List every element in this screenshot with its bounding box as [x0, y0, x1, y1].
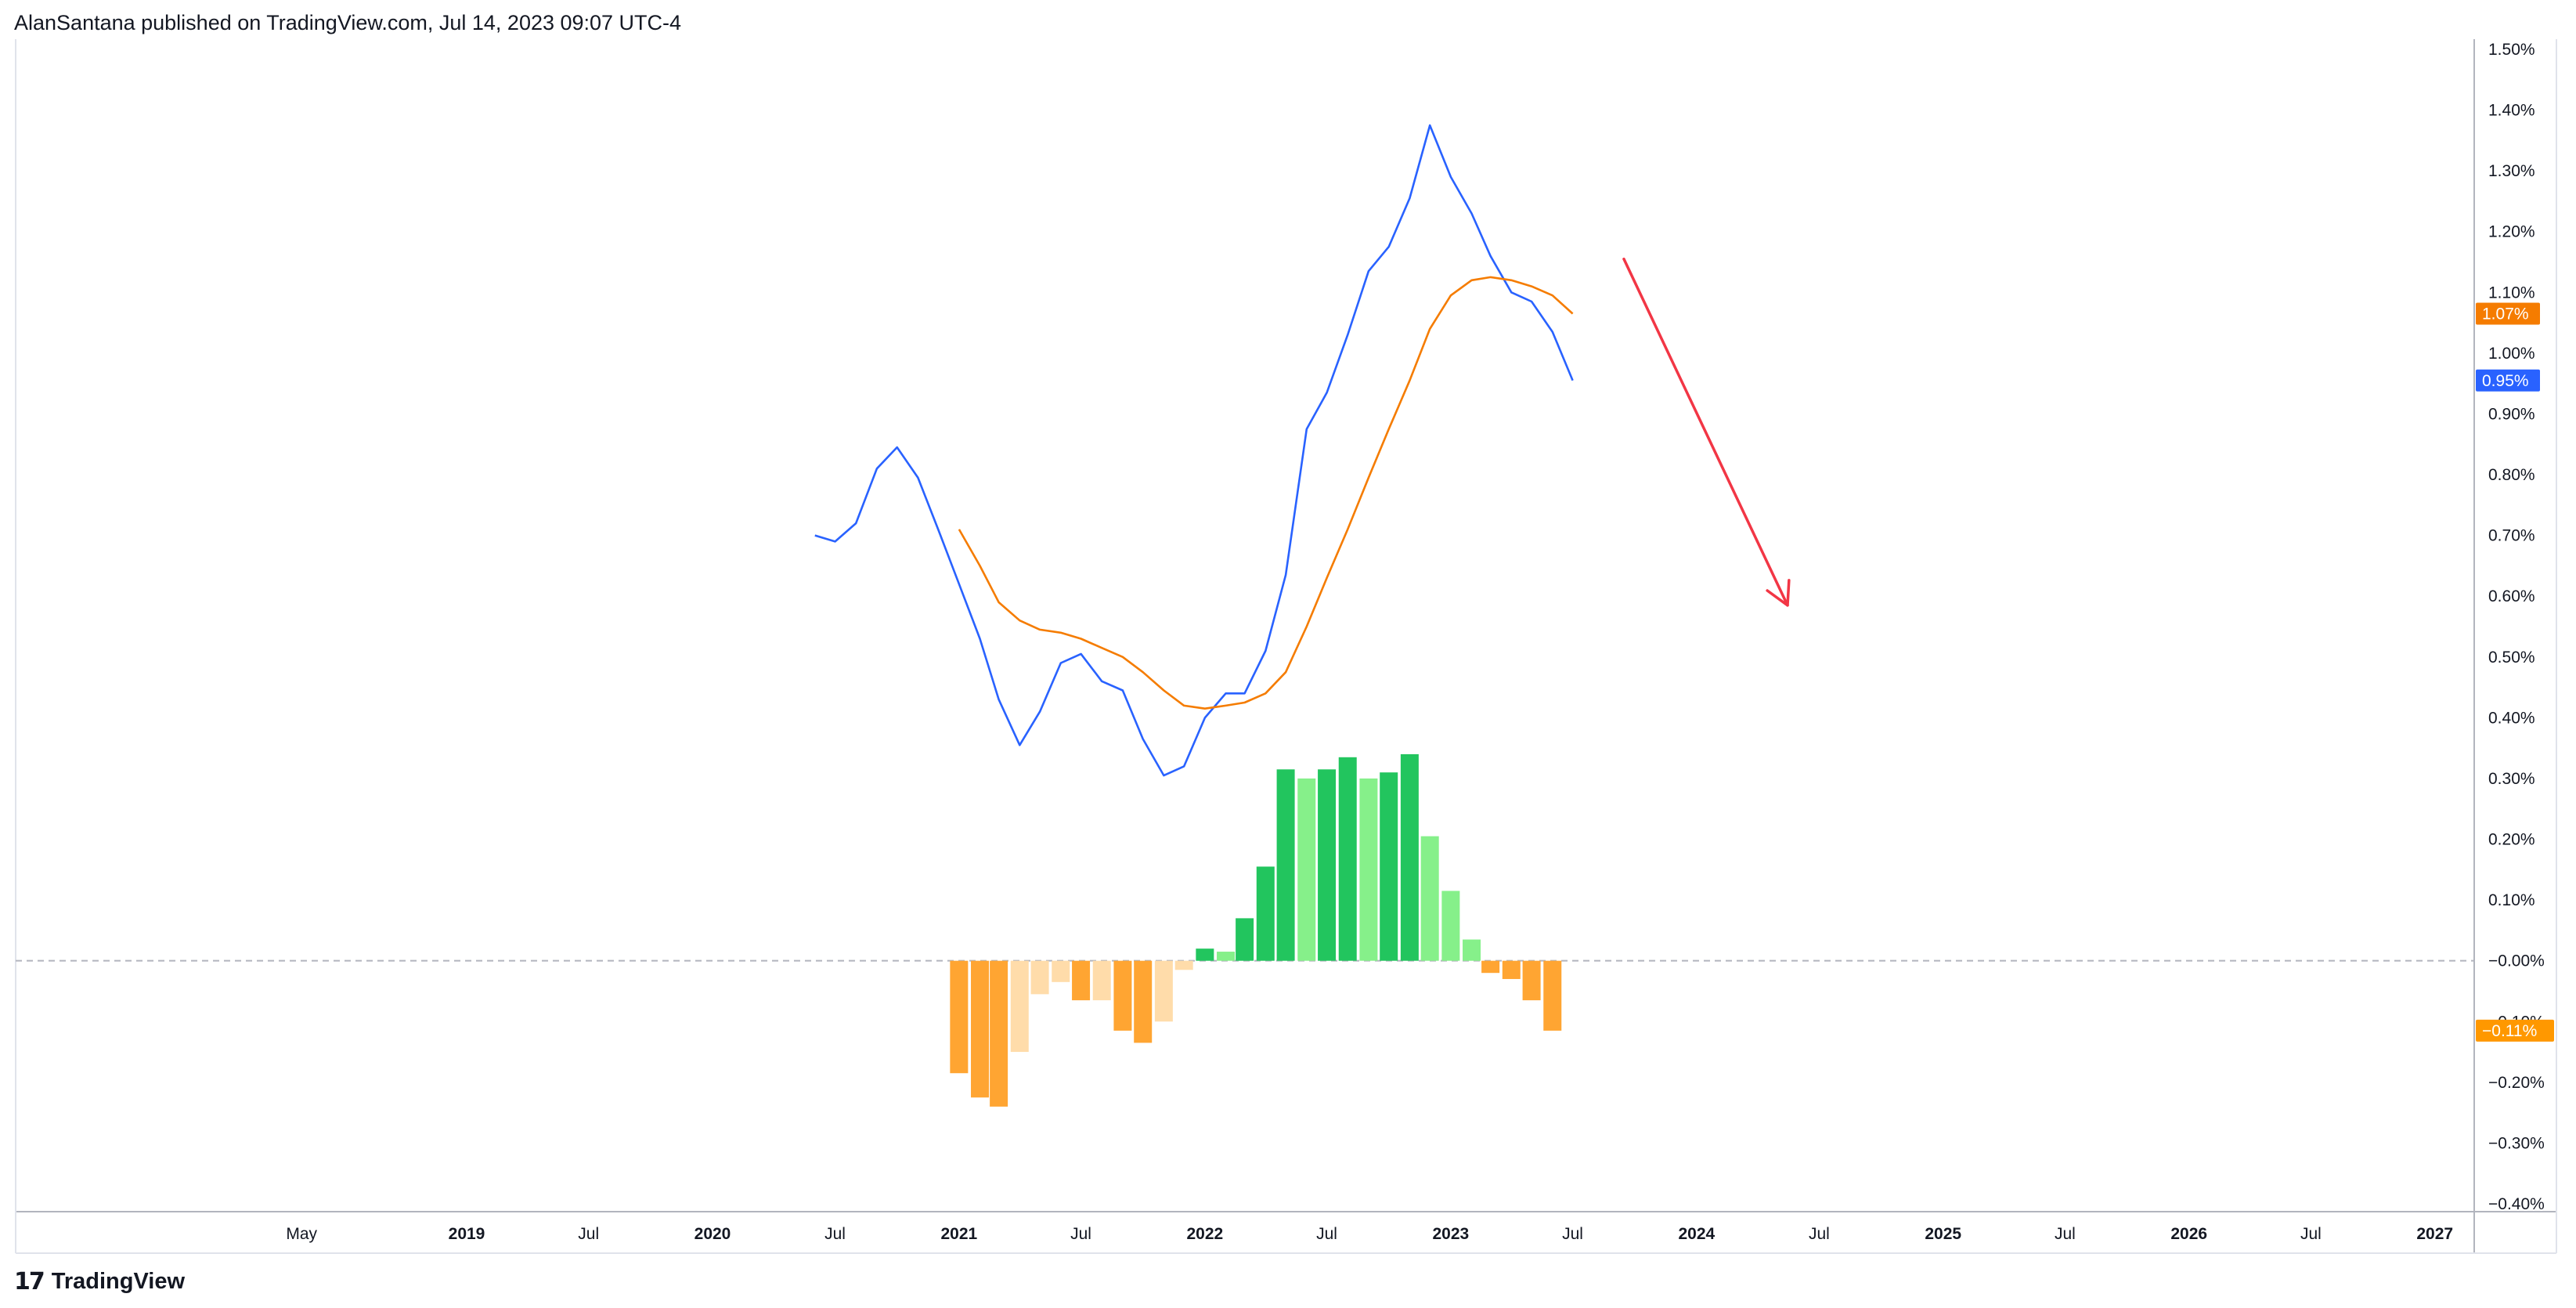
x-tick-label: 2020 [695, 1225, 731, 1243]
histogram-bar [1276, 769, 1295, 961]
histogram-bar [1072, 960, 1091, 1001]
histogram-bar [1154, 960, 1173, 1022]
y-tick-label: −0.00% [2488, 952, 2545, 970]
histogram-bar [1217, 952, 1236, 961]
y-tick-label: 1.40% [2488, 102, 2535, 120]
chart-frame [15, 39, 2557, 1254]
x-tick-label: 2021 [941, 1225, 978, 1243]
x-tick-label: Jul [2300, 1225, 2322, 1243]
x-tick-label: 2022 [1187, 1225, 1224, 1243]
price-tag-label: 1.07% [2482, 305, 2529, 323]
x-axis: May 2019 Jul 2020 Jul 2021 Jul 2022 Jul 2023 Jul 20… [286, 1225, 2453, 1243]
y-tick-label: 0.10% [2488, 891, 2535, 909]
y-tick-label: −0.30% [2488, 1134, 2545, 1152]
histogram-bar [1052, 960, 1070, 982]
histogram-bar [1543, 960, 1562, 1031]
histogram-bar [1338, 757, 1357, 961]
price-tag-label: −0.11% [2482, 1022, 2537, 1040]
x-tick-label: 2025 [1925, 1225, 1961, 1243]
y-tick-label: 0.70% [2488, 527, 2535, 545]
histogram-bar [1522, 960, 1541, 1001]
histogram [950, 753, 1562, 1107]
y-tick-label: 1.30% [2488, 162, 2535, 180]
tradingview-brand: TradingView [51, 1268, 186, 1294]
histogram-bar [1380, 772, 1398, 961]
x-tick-label: 2026 [2170, 1225, 2207, 1243]
y-tick-label: −0.20% [2488, 1074, 2545, 1092]
x-tick-label: Jul [578, 1225, 599, 1243]
histogram-bar [1420, 836, 1439, 961]
histogram-bar [1359, 778, 1378, 961]
arrow-head [1766, 579, 1791, 607]
histogram-bar [1236, 918, 1254, 961]
y-tick-label: 0.50% [2488, 649, 2535, 667]
y-tick-label: 1.50% [2488, 41, 2535, 59]
tradingview-logo[interactable]: 17 TradingView [14, 1266, 185, 1297]
histogram-bar [1256, 866, 1275, 961]
price-tag-label: 0.95% [2482, 372, 2529, 390]
series-line [958, 276, 1574, 710]
histogram-bar [990, 960, 1008, 1107]
x-tick-label: May [286, 1225, 317, 1243]
x-tick-label: Jul [1562, 1225, 1583, 1243]
histogram-bar [1134, 960, 1153, 1043]
x-tick-label: 2024 [1679, 1225, 1716, 1243]
y-tick-label: 0.40% [2488, 709, 2535, 727]
histogram-bar [1030, 960, 1049, 995]
line-series [814, 124, 1574, 777]
y-tick-label: 0.80% [2488, 466, 2535, 484]
x-tick-label: Jul [824, 1225, 846, 1243]
arrow-shaft [1622, 257, 1789, 607]
histogram-bar [1113, 960, 1132, 1031]
price-tag-bg [2476, 369, 2540, 392]
histogram-bar [950, 960, 969, 1074]
histogram-bar [1441, 891, 1460, 961]
y-tick-label: 1.00% [2488, 345, 2535, 363]
trend-arrow [1622, 257, 1791, 607]
last-value-tags: 1.07% 0.95% −0.11% [2476, 302, 2554, 1042]
publisher-header: AlanSantana published on TradingView.com… [14, 11, 682, 34]
histogram-bar [1010, 960, 1029, 1053]
x-tick-label: 2019 [449, 1225, 485, 1243]
y-tick-label: 0.60% [2488, 587, 2535, 605]
histogram-bar [1092, 960, 1111, 1001]
series-line [814, 124, 1574, 777]
y-tick-label: 0.20% [2488, 831, 2535, 849]
histogram-bar [971, 960, 990, 1098]
x-tick-label: Jul [1070, 1225, 1091, 1243]
x-tick-label: Jul [1316, 1225, 1337, 1243]
x-tick-label: Jul [1809, 1225, 1830, 1243]
y-tick-label: −0.40% [2488, 1195, 2545, 1213]
x-tick-label: 2027 [2416, 1225, 2453, 1243]
histogram-bar [1196, 948, 1214, 961]
x-tick-label: 2023 [1433, 1225, 1470, 1243]
histogram-bar [1463, 939, 1481, 961]
histogram-bar [1502, 960, 1521, 979]
histogram-bar [1400, 753, 1419, 961]
histogram-bar [1318, 769, 1337, 961]
y-tick-label: 0.90% [2488, 405, 2535, 423]
y-tick-label: 1.20% [2488, 223, 2535, 241]
y-tick-label: 0.30% [2488, 770, 2535, 788]
histogram-bar [1174, 960, 1193, 970]
histogram-bar [1297, 778, 1316, 961]
y-tick-label: 1.10% [2488, 284, 2535, 302]
price-tag-bg [2476, 302, 2540, 325]
histogram-bar [1481, 960, 1500, 974]
price-tag-bg [2476, 1019, 2554, 1042]
x-tick-label: Jul [2055, 1225, 2076, 1243]
tradingview-logo-icon: 17 [14, 1267, 45, 1295]
